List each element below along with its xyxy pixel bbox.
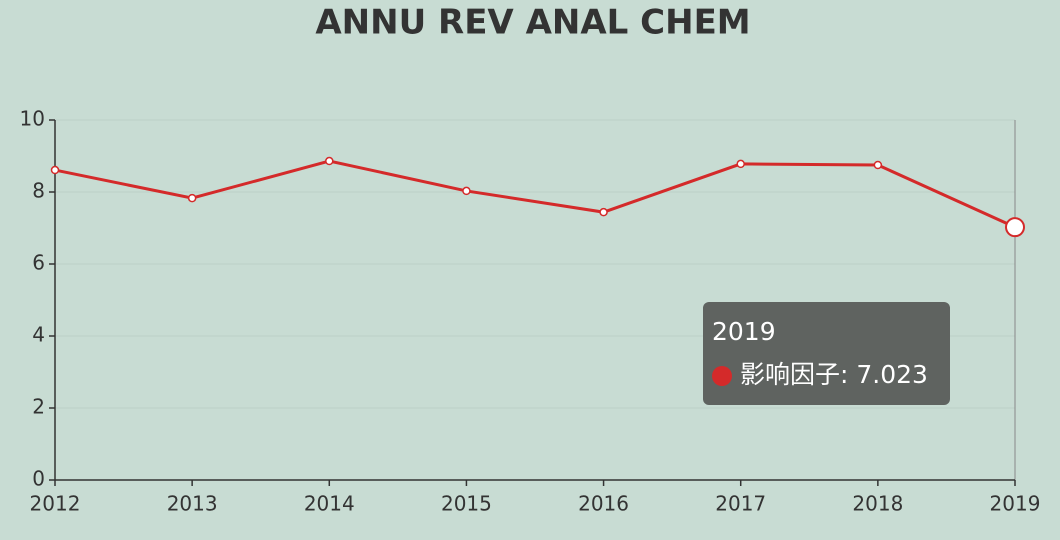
y-tick-label: 8 [32, 179, 45, 203]
x-tick-label: 2013 [167, 492, 218, 516]
data-point [462, 186, 471, 196]
y-tick-label: 4 [32, 323, 45, 347]
tooltip-box [703, 302, 950, 405]
tooltip-title: 2019 [712, 317, 776, 346]
tooltip-marker [712, 366, 732, 386]
data-point [599, 207, 608, 217]
data-point [873, 160, 883, 170]
data-point [736, 159, 745, 169]
x-tick-label: 2012 [30, 492, 81, 516]
tooltip: 2019 影响因子: 7.023 [703, 302, 950, 405]
tooltip-text: 影响因子: 7.023 [740, 360, 928, 389]
y-tick-label: 0 [32, 467, 45, 491]
x-tick-label: 2015 [441, 492, 492, 516]
y-tick-label: 10 [20, 107, 45, 131]
plot: 0 2 4 6 8 10 2012 2013 2014 2015 2016 2017 2018 2019 [20, 107, 1041, 516]
x-tick-label: 2018 [852, 492, 903, 516]
line [54, 159, 1016, 229]
data-point [325, 156, 334, 166]
y-tick-label: 2 [32, 395, 45, 419]
data-point [187, 193, 197, 203]
data-point [1005, 217, 1025, 238]
x-tick-label: 2019 [990, 492, 1041, 516]
x-tick-label: 2017 [715, 492, 766, 516]
data-point [50, 165, 60, 175]
x-tick-label: 2016 [578, 492, 629, 516]
x-tick-label: 2014 [304, 492, 355, 516]
y-tick-label: 6 [32, 251, 45, 275]
chart-title: ANNU REV ANAL CHEM [315, 3, 750, 43]
